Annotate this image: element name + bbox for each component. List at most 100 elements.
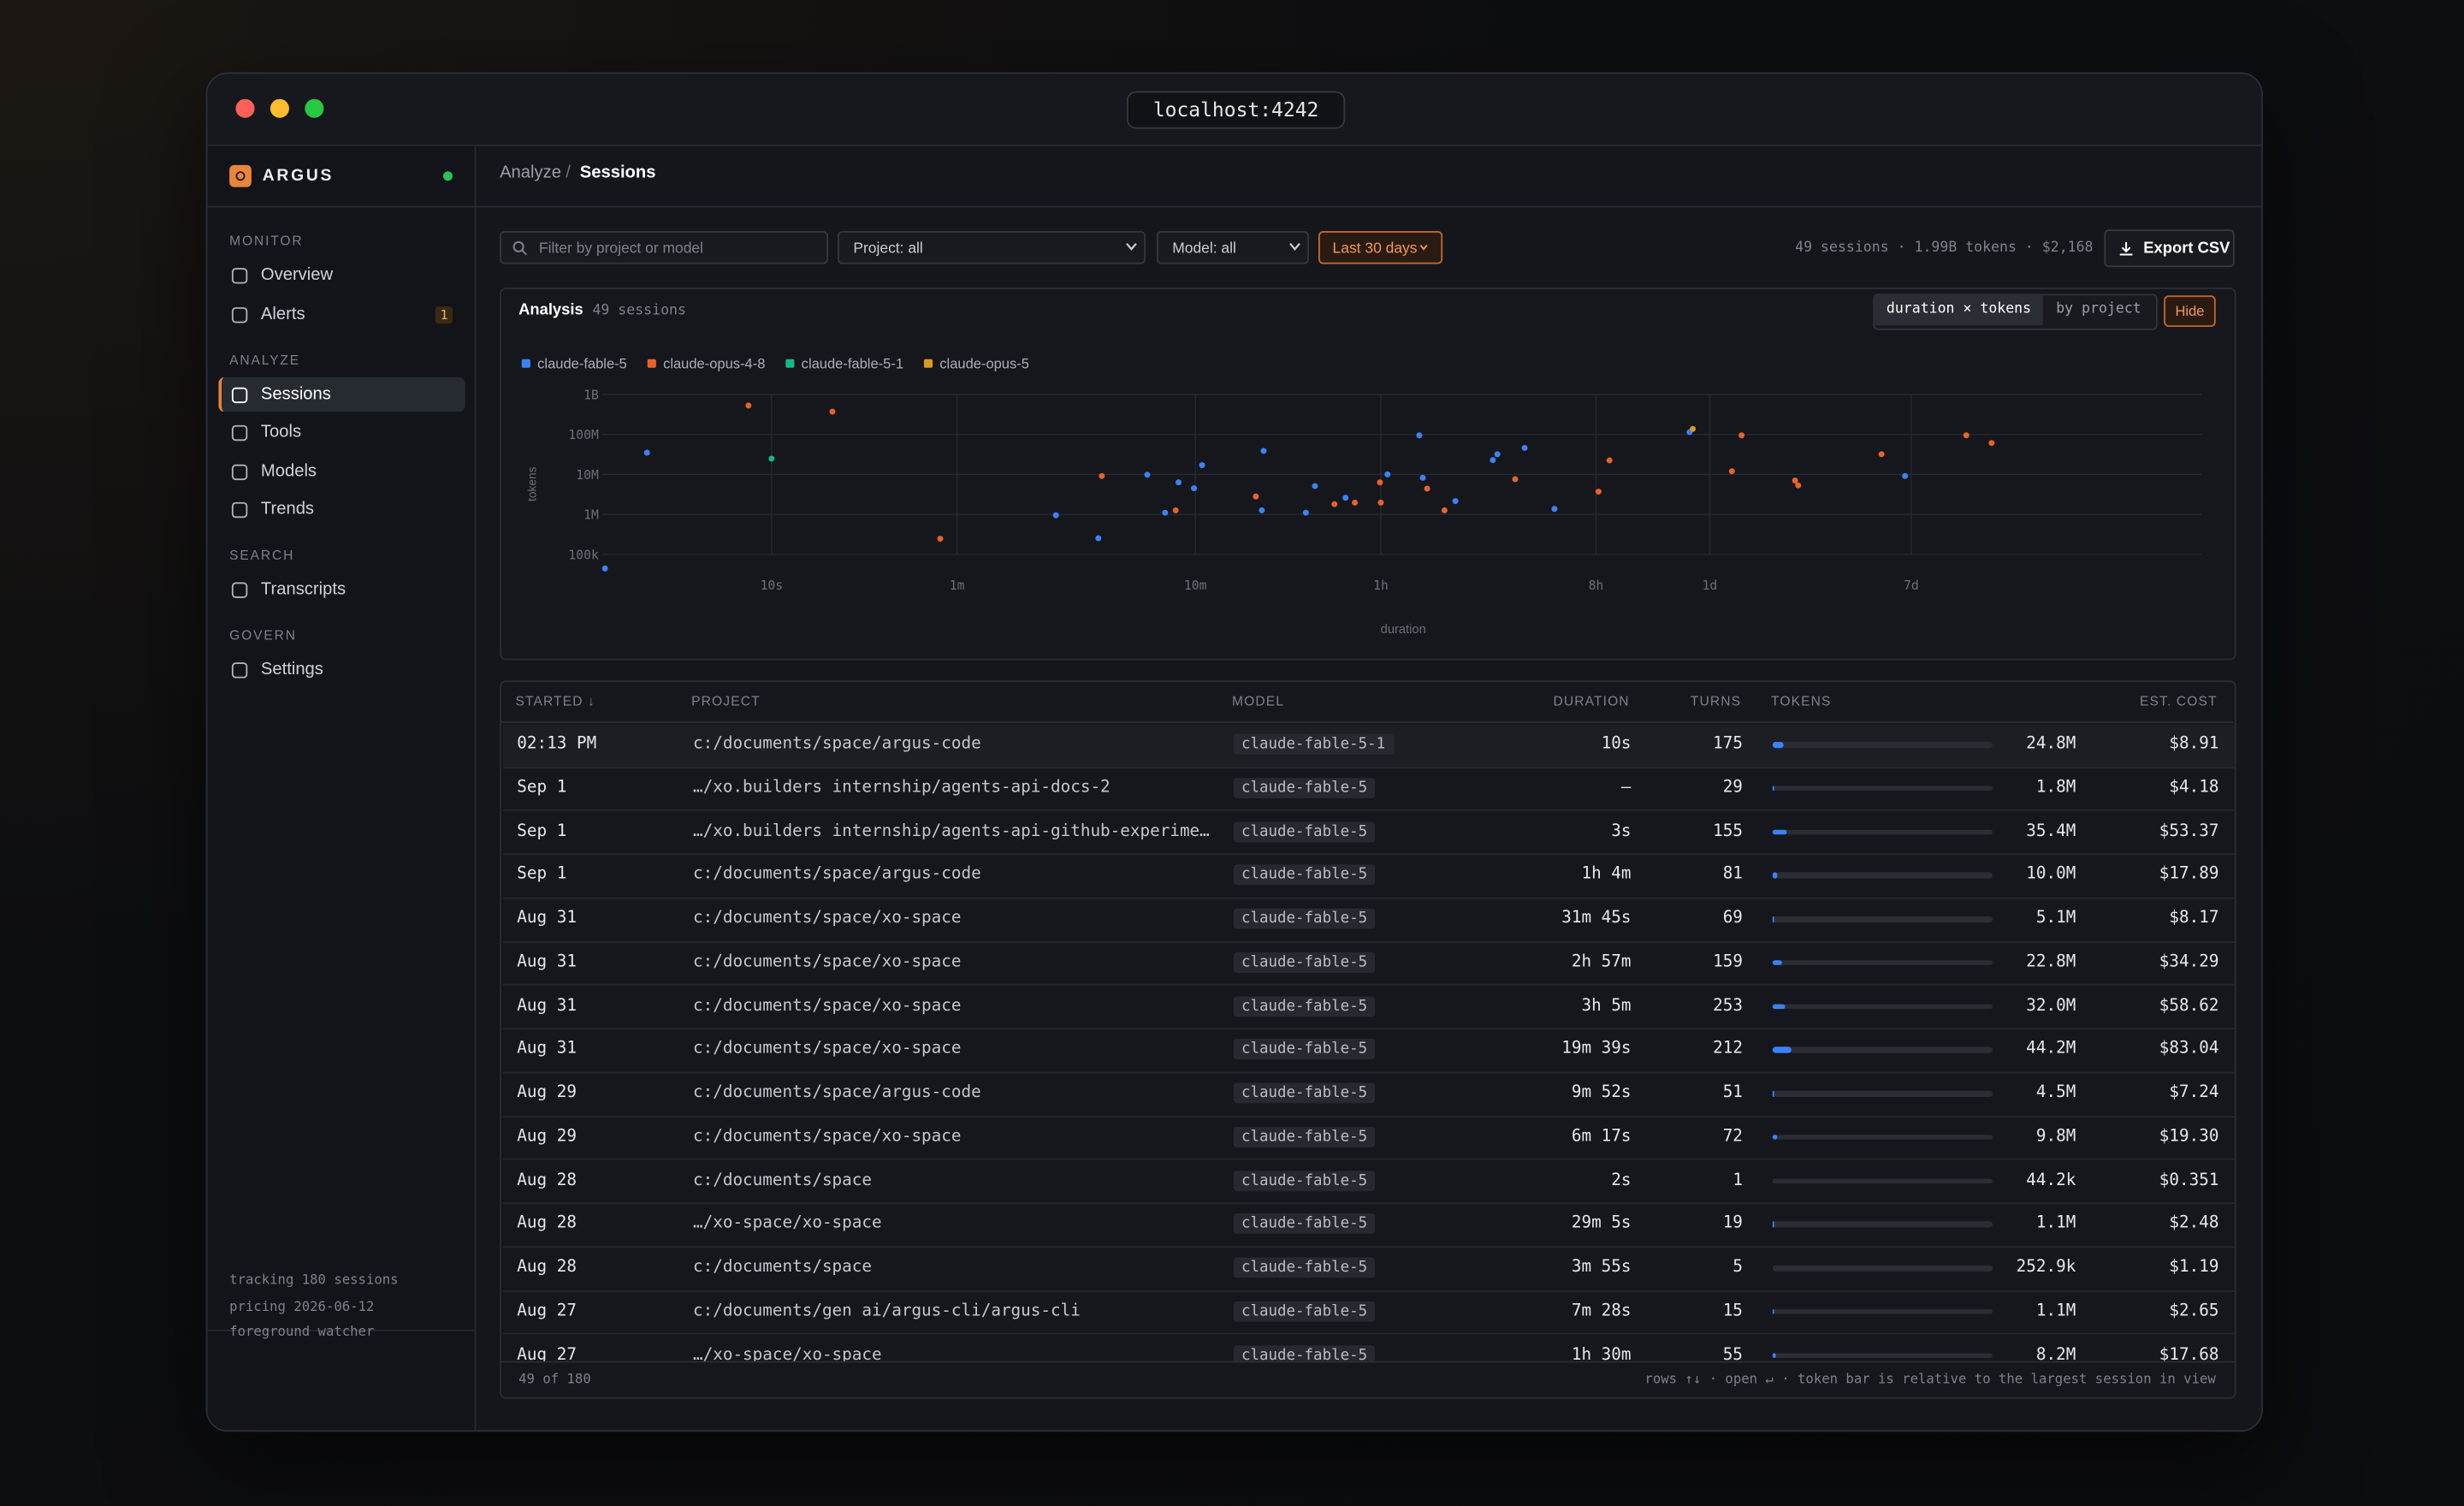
cell-tokens_label: 9.8M [2035,1126,2076,1146]
model-select[interactable]: Model: all [1156,231,1310,264]
cell-duration: 1h 30m [1571,1344,1632,1361]
table-row[interactable] [502,1029,2235,1074]
token-bar [1772,1134,1777,1141]
table-row[interactable] [502,1203,2235,1248]
icon-shape [231,662,248,679]
point [1052,512,1059,519]
x-tick-label: 1d [1703,578,1718,593]
cell-model: claude-fable-5 [1233,1301,1376,1322]
table-row[interactable] [502,1247,2235,1291]
close-button[interactable] [235,98,255,118]
cell-model: claude-fable-5-1 [1233,733,1394,755]
cell-tokens_label: 5.1M [2035,908,2076,928]
nav-item[interactable]: Transcripts [218,572,462,607]
cell-tokens_label: 24.8M [2026,733,2076,753]
column-header[interactable]: TURNS [1690,693,1742,709]
icon-shape [231,387,248,403]
table-row[interactable] [502,1073,2235,1118]
cell-cost: $4.18 [2169,777,2219,797]
cell-duration: 2h 57m [1571,952,1632,971]
point [1416,432,1423,439]
nav-item[interactable]: Models [218,454,462,488]
token-bar [1772,872,1777,879]
table-row[interactable] [502,942,2235,987]
table-row[interactable] [502,1160,2235,1204]
range-button[interactable]: Last 30 days [1318,231,1443,264]
alert-badge: 1 [435,305,453,323]
legend-swatch [923,359,933,368]
column-header[interactable]: MODEL [1232,693,1285,709]
column-header[interactable]: EST. COST [2140,693,2218,709]
token-bar [1772,785,1774,792]
cell-cost: $19.30 [2159,1126,2219,1146]
x-tick-label: 10m [1184,578,1207,593]
table-row[interactable] [502,1290,2235,1335]
zoom-button[interactable] [305,98,324,118]
nav-item[interactable]: Overview [218,258,462,292]
token-bar [1772,1221,1774,1228]
cell-cost: $7.24 [2169,1082,2219,1102]
status-dot [442,171,453,181]
column-header[interactable]: TOKENS [1771,693,1832,709]
sidebar: ARGUS MONITOR Overview Alerts 1 ANALYZE Sessi… [207,145,477,1431]
cell-cost: $8.17 [2169,908,2219,928]
nav-icon [231,464,248,480]
cell-turns: 253 [1713,995,1743,1015]
cell-started: Aug 28 [517,1257,577,1277]
cell-turns: 159 [1713,952,1743,971]
cell-project: …/xo-space/xo-space [693,1344,882,1361]
divider [207,1329,475,1331]
table-row[interactable] [502,898,2235,943]
point [1342,495,1349,501]
x-tick-label: 1m [950,578,965,593]
table-row[interactable] [502,855,2235,899]
nav-item[interactable]: Sessions [218,376,465,412]
column-header[interactable]: DURATION [1553,693,1630,709]
point [745,402,752,409]
point [1099,472,1105,479]
cell-project: c:/documents/space/xo-space [693,1126,962,1146]
cell-started: Aug 31 [517,952,577,971]
cell-duration: 29m 5s [1571,1213,1632,1233]
nav-item[interactable]: Settings [218,653,462,687]
table-row[interactable] [502,986,2235,1030]
table-row[interactable] [502,768,2235,812]
project-select[interactable]: Project: all [837,231,1146,264]
panel-count: 49 sessions [592,303,686,319]
minimize-button[interactable] [270,98,289,118]
point [1302,509,1309,516]
token-bar [1772,959,1782,966]
view-option[interactable]: by project [2056,301,2141,318]
point [937,536,944,543]
cell-turns: 1 [1732,1170,1743,1189]
column-header[interactable]: STARTED ↓ [515,693,595,709]
cell-model: claude-fable-5 [1233,1126,1376,1147]
url-bar[interactable]: localhost:4242 [1126,91,1346,129]
point [1728,468,1735,475]
breadcrumb-parent[interactable]: Analyze [500,163,561,183]
token-bar-track [1772,1090,1993,1097]
nav-icon [231,583,248,599]
nav-item[interactable]: Trends [218,493,462,527]
view-option-active[interactable]: duration × tokens [1875,295,2043,326]
table-row[interactable] [502,811,2235,856]
nav-label: Settings [260,661,323,680]
scatter-chart: 100k 1M 10M 100M 1B 10s 1m 10m 1h 8h 1d 7d duration t… [521,356,2202,637]
token-bar-track [1772,872,1993,879]
cell-project: …/xo.builders internship/agents-api-gith… [693,821,1210,840]
column-header[interactable]: PROJECT [691,693,761,709]
y-tick-label: 100k [568,548,599,562]
point [1690,425,1697,432]
nav-item[interactable]: Tools [218,415,462,449]
table-row[interactable] [502,1117,2235,1160]
point [1259,507,1265,513]
cell-project: c:/documents/space/xo-space [693,952,962,971]
cell-turns: 19 [1722,1213,1743,1233]
icon-shape [231,306,248,323]
hide-button[interactable]: Hide [2164,295,2216,328]
cell-tokens_label: 1.8M [2035,777,2076,797]
search-input[interactable]: Filter by project or model [500,231,828,264]
point [1606,457,1613,464]
nav-item[interactable]: Alerts 1 [218,296,462,330]
cell-duration: 9m 52s [1571,1082,1632,1102]
